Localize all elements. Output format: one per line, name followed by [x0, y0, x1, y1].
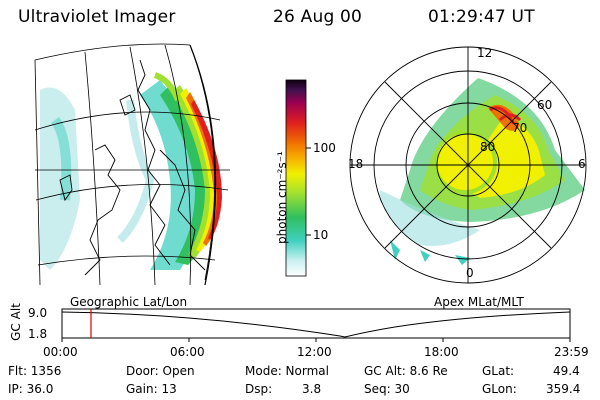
coastline [59, 59, 206, 276]
gc-alt-tick-low: 1.8 [28, 327, 48, 341]
mlat-label-70: 70 [512, 121, 528, 135]
seq-info: Seq: 30 [364, 382, 410, 396]
time-tick-1: 06:00 [170, 345, 205, 359]
gc-alt-info: GC Alt: 8.6 Re [364, 364, 448, 378]
mlat-label-60: 60 [537, 98, 553, 112]
gc-alt-tick-high: 9.0 [28, 306, 48, 320]
glon-value: 359.4 [546, 382, 581, 396]
mlt-label-18: 18 [348, 157, 364, 171]
gc-alt-axis-title: GC Alt [9, 303, 23, 341]
dsp-value: 3.8 [302, 382, 322, 396]
left-panel-caption: Geographic Lat/Lon [70, 295, 188, 309]
gain-info: Gain: 13 [126, 382, 177, 396]
instrument-title: Ultraviolet Imager [18, 7, 176, 27]
time-tick-4: 23:59 [554, 345, 589, 359]
right-panel-caption: Apex MLat/MLT [434, 295, 524, 309]
mlt-label-12: 12 [477, 46, 493, 60]
lat-lon-grid [34, 43, 230, 286]
colorbar-tick-10: 10 [313, 228, 329, 242]
gc-alt-curve [61, 311, 571, 338]
colorbar-tick-100: 100 [313, 141, 336, 155]
ip-info: IP: 36.0 [8, 382, 54, 396]
polar-grid [349, 46, 587, 284]
mlat-label-80: 80 [480, 140, 496, 154]
time-tick-3: 18:00 [424, 345, 459, 359]
date-label: 26 Aug 00 [273, 7, 363, 27]
time-tick-2: 12:00 [297, 345, 332, 359]
dsp-label: Dsp: [245, 382, 273, 396]
glat-value: 49.4 [553, 364, 580, 378]
mode-info: Mode: Normal [245, 364, 329, 378]
door-info: Door: Open [126, 364, 195, 378]
flt-info: Flt: 1356 [8, 364, 62, 378]
mlt-label-0: 0 [466, 266, 474, 280]
mlt-label-6: 6 [578, 157, 586, 171]
time-label: 01:29:47 UT [428, 7, 535, 27]
glat-label: GLat: [482, 364, 515, 378]
glon-label: GLon: [482, 382, 517, 396]
time-tick-0: 00:00 [43, 345, 78, 359]
